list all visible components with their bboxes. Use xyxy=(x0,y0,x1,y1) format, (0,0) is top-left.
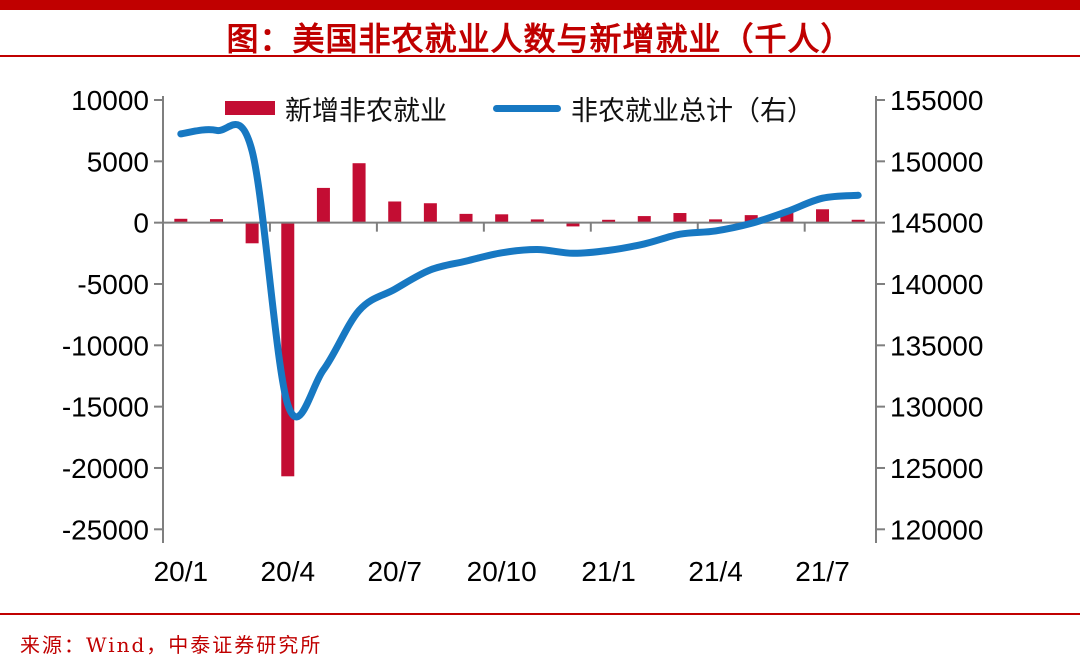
chart-legend: 新增非农就业 非农就业总计（右） xyxy=(163,94,876,127)
left-axis-tick-label: -20000 xyxy=(62,453,149,484)
right-axis-tick-label: 155000 xyxy=(890,85,983,116)
bar-20/4 xyxy=(281,222,295,477)
bar-21/3 xyxy=(673,213,687,223)
legend-item-line: 非农就业总计（右） xyxy=(493,89,814,128)
left-axis-tick-label: -5000 xyxy=(77,269,149,300)
bar-20/2 xyxy=(209,219,223,223)
right-axis-tick-label: 140000 xyxy=(890,269,983,300)
x-axis-tick-label: 20/1 xyxy=(154,556,209,587)
right-axis-tick-label: 145000 xyxy=(890,208,983,239)
left-axis-tick-label: -10000 xyxy=(62,330,149,361)
chart-title: 图：美国非农就业人数与新增就业（千人） xyxy=(226,20,854,58)
bar-series-label: 新增非农就业 xyxy=(285,95,447,127)
bar-20/10 xyxy=(495,214,509,223)
bar-21/5 xyxy=(744,215,758,223)
right-axis-tick-label: 125000 xyxy=(890,453,983,484)
right-axis-tick-label: 120000 xyxy=(890,514,983,545)
bar-20/12 xyxy=(566,222,580,227)
bar-20/1 xyxy=(174,218,188,223)
bar-20/5 xyxy=(316,187,330,223)
footer-divider-line xyxy=(0,613,1080,615)
x-axis-tick-label: 20/4 xyxy=(261,556,316,587)
left-axis-tick-label: -25000 xyxy=(62,514,149,545)
right-axis-tick-label: 150000 xyxy=(890,146,983,177)
x-axis-tick-label: 20/7 xyxy=(367,556,422,587)
x-axis-tick-label: 20/10 xyxy=(467,556,537,587)
left-axis-tick-label: 10000 xyxy=(71,85,149,116)
top-red-bar xyxy=(0,0,1080,10)
bar-21/8 xyxy=(851,219,865,223)
bar-20/3 xyxy=(245,222,259,244)
left-axis-tick-label: -15000 xyxy=(62,392,149,423)
line-series-swatch xyxy=(493,104,561,112)
bar-21/4 xyxy=(709,219,723,223)
x-axis-tick-label: 21/7 xyxy=(795,556,850,587)
bar-21/2 xyxy=(637,216,651,223)
bar-21/6 xyxy=(780,210,794,223)
bar-20/9 xyxy=(459,213,473,223)
x-axis-tick-label: 21/1 xyxy=(581,556,636,587)
legend-item-bars: 新增非农就业 xyxy=(225,89,447,128)
bar-20/8 xyxy=(423,203,437,223)
bar-20/7 xyxy=(388,201,402,223)
bar-20/6 xyxy=(352,163,366,223)
right-axis-tick-label: 130000 xyxy=(890,392,983,423)
right-axis-tick-label: 135000 xyxy=(890,330,983,361)
bar-21/7 xyxy=(816,209,830,223)
x-axis-tick-label: 21/4 xyxy=(688,556,743,587)
bar-series-swatch xyxy=(225,101,275,115)
source-note: 来源：Wind，中泰证券研究所 xyxy=(20,633,323,657)
line-series-label: 非农就业总计（右） xyxy=(571,95,814,127)
bar-21/1 xyxy=(602,219,616,223)
total-payrolls-line xyxy=(177,121,862,421)
left-axis-tick-label: 5000 xyxy=(87,146,149,177)
left-axis-tick-label: 0 xyxy=(133,208,149,239)
title-divider-line xyxy=(0,55,1080,57)
bar-20/11 xyxy=(530,219,544,223)
